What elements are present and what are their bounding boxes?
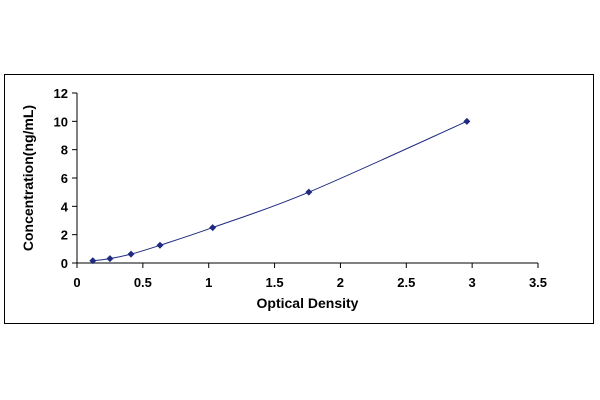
data-point xyxy=(127,250,135,258)
chart-frame xyxy=(4,74,594,324)
y-tick-label: 10 xyxy=(54,114,68,129)
x-tick-label: 3 xyxy=(469,275,476,290)
data-point xyxy=(156,241,164,249)
x-ticks: 0 0.5 1 1.5 2 2.5 3 3.5 xyxy=(73,263,547,290)
x-tick-label: 2.5 xyxy=(397,275,415,290)
data-point xyxy=(463,117,471,125)
x-tick-label: 1 xyxy=(205,275,212,290)
y-tick-label: 6 xyxy=(61,171,68,186)
x-tick-label: 2 xyxy=(337,275,344,290)
x-tick-label: 3.5 xyxy=(529,275,547,290)
y-ticks: 0 2 4 6 8 10 12 xyxy=(54,86,77,271)
data-point xyxy=(106,255,114,263)
y-tick-label: 12 xyxy=(54,86,68,101)
data-points xyxy=(89,117,471,265)
y-tick-label: 8 xyxy=(61,143,68,158)
x-tick-label: 0 xyxy=(73,275,80,290)
y-tick-label: 2 xyxy=(61,228,68,243)
y-axis-title: Concentration(ng/mL) xyxy=(20,105,36,251)
data-point xyxy=(89,257,97,265)
y-tick-label: 0 xyxy=(61,256,68,271)
axes xyxy=(76,93,538,264)
x-axis-title: Optical Density xyxy=(257,295,359,311)
y-tick-label: 4 xyxy=(61,199,69,214)
data-point xyxy=(305,188,313,196)
data-point xyxy=(209,224,217,232)
fit-curve xyxy=(92,120,468,262)
x-tick-label: 1.5 xyxy=(266,275,284,290)
x-tick-label: 0.5 xyxy=(134,275,152,290)
